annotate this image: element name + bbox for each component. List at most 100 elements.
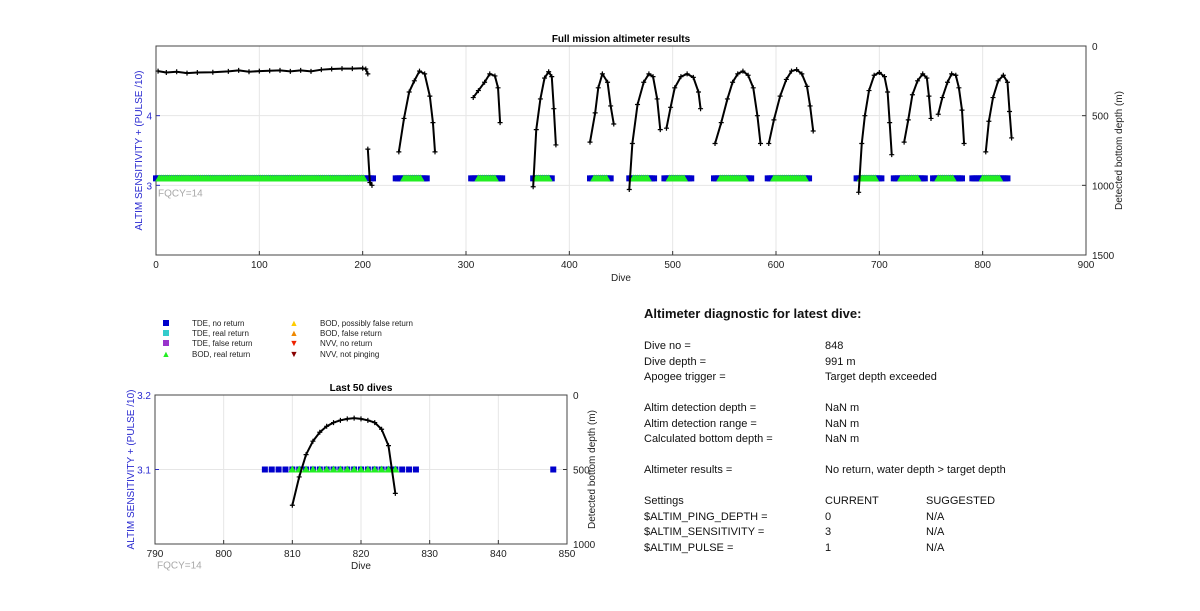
bottom-depth-marker [961, 141, 967, 147]
bod-marker [336, 465, 345, 473]
bottom-depth-marker [349, 66, 355, 72]
bottom-depth-marker [1007, 108, 1013, 114]
bottom-depth-marker [657, 127, 663, 133]
bottom-depth-marker [194, 69, 200, 75]
bottom-depth-marker [905, 117, 911, 123]
bottom-depth-marker [799, 71, 805, 77]
bottom-depth-marker [236, 67, 242, 73]
bottom-depth-marker [672, 85, 678, 91]
bottom-depth-marker [317, 429, 323, 435]
x-tick-label: 850 [559, 549, 576, 560]
bottom-depth-marker [1004, 79, 1010, 85]
bottom-depth-marker [735, 71, 741, 77]
tde-marker [959, 175, 965, 182]
x-tick-label: 700 [871, 260, 888, 271]
current-header: CURRENT [825, 495, 879, 507]
square-marker-icon [160, 318, 172, 328]
triangle-up-marker-icon: ▲ [289, 318, 299, 328]
y-right-tick-label: 0 [1092, 42, 1098, 53]
bottom-depth-marker [766, 141, 772, 147]
legend-label: BOD, false return [320, 328, 382, 338]
marker-legend: TDE, no return TDE, real return TDE, false… [160, 318, 460, 362]
bottom-depth-marker [256, 68, 262, 74]
bottom-depth-marker [411, 78, 417, 84]
pulse-current: 1 [825, 541, 832, 554]
tde-marker [688, 175, 695, 182]
legend-label: TDE, false return [192, 338, 253, 348]
dive-no-label: Dive no = [644, 340, 691, 352]
x-tick-label: 500 [664, 260, 681, 271]
bottom-depth-marker [745, 72, 751, 78]
tde-marker [806, 175, 813, 182]
bottom-depth-marker [406, 89, 412, 95]
bod-marker [995, 174, 1004, 182]
bottom-depth-marker [684, 71, 690, 77]
bottom-depth-line [937, 72, 966, 144]
bottom-depth-marker [871, 72, 877, 78]
bottom-depth-marker [427, 93, 433, 99]
results-value: No return, water depth > target depth [825, 464, 1006, 476]
square-marker-icon [160, 338, 172, 348]
bottom-depth-marker [690, 74, 696, 80]
bottom-depth-marker [587, 139, 593, 145]
x-tick-label: 800 [215, 549, 232, 560]
bottom-depth-marker [358, 416, 364, 422]
y-right-tick-label: 1500 [1092, 251, 1115, 262]
bottom-depth-marker [754, 113, 760, 119]
last-50-dives-chart: 790 800 810 820 830 840 850 3.1 3.2 0 500 1000 Last … [126, 383, 598, 572]
bod-marker [343, 465, 352, 473]
bottom-depth-marker [777, 93, 783, 99]
bod-marker [416, 174, 425, 182]
bottom-depth-marker [542, 75, 548, 81]
tde-marker [748, 175, 755, 182]
legend-item: ▼ NVV, not pinging [288, 349, 380, 359]
bottom-depth-marker [487, 71, 493, 77]
bottom-depth-marker [654, 96, 660, 102]
bottom-depth-marker [983, 149, 989, 155]
bod-marker [490, 174, 499, 182]
bottom-depth-marker [546, 69, 552, 75]
tde-marker [878, 175, 885, 182]
bod-marker [871, 174, 880, 182]
y-left-tick-label: 3 [146, 181, 152, 192]
bottom-depth-marker [986, 118, 992, 124]
bottom-depth-marker [289, 502, 295, 508]
bottom-depth-marker [184, 70, 190, 76]
bottom-depth-marker [318, 67, 324, 73]
bottom-depth-marker [492, 73, 498, 79]
bod-marker [800, 174, 809, 182]
bottom-depth-marker [783, 76, 789, 82]
bottom-depth-marker [537, 96, 543, 102]
tde-marker [275, 466, 282, 473]
bottom-depth-marker [1000, 72, 1006, 78]
bottom-depth-marker [246, 69, 252, 75]
calc-depth-label: Calculated bottom depth = [644, 433, 773, 445]
tde-marker [550, 466, 557, 473]
tde-marker [268, 466, 275, 473]
bod-marker [357, 465, 365, 473]
bottom-depth-marker [551, 106, 557, 112]
bottom-depth-marker [360, 65, 366, 71]
y-right-tick-label: 1000 [573, 540, 596, 551]
pulse-label: $ALTIM_PULSE = [644, 541, 734, 554]
bottom-depth-marker [392, 490, 398, 496]
y-left-tick-label: 3.1 [137, 466, 151, 477]
bottom-depth-line [665, 72, 702, 129]
ping-depth-current: 0 [825, 510, 832, 523]
bod-marker [359, 174, 368, 182]
bottom-depth-marker [470, 95, 476, 101]
y-right-tick-label: 0 [573, 391, 579, 402]
bottom-depth-marker [482, 79, 488, 85]
tde-marker [261, 466, 268, 473]
ping-depth-suggested: N/A [926, 510, 945, 523]
bottom-depth-marker [646, 71, 652, 77]
sensitivity-row: $ALTIM_SENSITIVITY = 3 N/A [644, 525, 1064, 541]
settings-header-row: Settings CURRENT SUGGESTED [644, 494, 1064, 510]
square-marker-icon [160, 328, 172, 338]
bottom-depth-marker [369, 182, 375, 188]
fqcy-annotation: FQCY=14 [158, 188, 203, 199]
bottom-depth-marker [267, 68, 273, 74]
sensitivity-suggested: N/A [926, 526, 945, 538]
bottom-depth-marker [939, 95, 945, 101]
bottom-depth-line [767, 68, 815, 144]
